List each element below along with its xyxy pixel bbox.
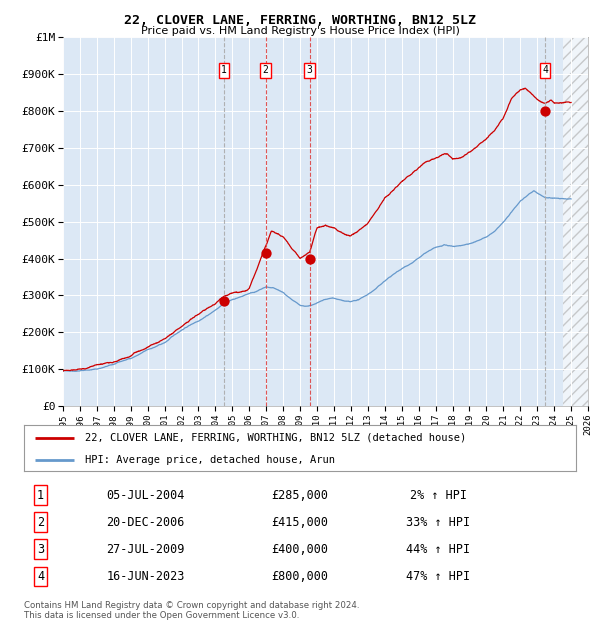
Text: £415,000: £415,000 xyxy=(271,516,329,529)
Text: 20-DEC-2006: 20-DEC-2006 xyxy=(106,516,185,529)
Point xyxy=(219,296,229,306)
Point xyxy=(540,106,550,116)
Text: 33% ↑ HPI: 33% ↑ HPI xyxy=(406,516,470,529)
Text: 4: 4 xyxy=(37,570,44,583)
Text: Price paid vs. HM Land Registry's House Price Index (HPI): Price paid vs. HM Land Registry's House … xyxy=(140,26,460,36)
Text: 2: 2 xyxy=(263,65,269,76)
Text: 2% ↑ HPI: 2% ↑ HPI xyxy=(409,489,467,502)
Text: £800,000: £800,000 xyxy=(271,570,329,583)
Text: 2: 2 xyxy=(37,516,44,529)
Text: 16-JUN-2023: 16-JUN-2023 xyxy=(106,570,185,583)
Text: Contains HM Land Registry data © Crown copyright and database right 2024.: Contains HM Land Registry data © Crown c… xyxy=(24,601,359,611)
Text: This data is licensed under the Open Government Licence v3.0.: This data is licensed under the Open Gov… xyxy=(24,611,299,620)
Text: 1: 1 xyxy=(221,65,227,76)
Text: 05-JUL-2004: 05-JUL-2004 xyxy=(106,489,185,502)
Text: 3: 3 xyxy=(307,65,313,76)
Text: 1: 1 xyxy=(37,489,44,502)
Text: HPI: Average price, detached house, Arun: HPI: Average price, detached house, Arun xyxy=(85,454,335,464)
Point xyxy=(305,254,314,264)
Text: 27-JUL-2009: 27-JUL-2009 xyxy=(106,542,185,556)
Text: 22, CLOVER LANE, FERRING, WORTHING, BN12 5LZ (detached house): 22, CLOVER LANE, FERRING, WORTHING, BN12… xyxy=(85,433,466,443)
Text: 44% ↑ HPI: 44% ↑ HPI xyxy=(406,542,470,556)
Text: 3: 3 xyxy=(37,542,44,556)
Text: 4: 4 xyxy=(542,65,548,76)
Point xyxy=(261,248,271,258)
Text: 22, CLOVER LANE, FERRING, WORTHING, BN12 5LZ: 22, CLOVER LANE, FERRING, WORTHING, BN12… xyxy=(124,14,476,27)
Text: 47% ↑ HPI: 47% ↑ HPI xyxy=(406,570,470,583)
Text: £285,000: £285,000 xyxy=(271,489,329,502)
Text: £400,000: £400,000 xyxy=(271,542,329,556)
Bar xyxy=(563,37,588,406)
